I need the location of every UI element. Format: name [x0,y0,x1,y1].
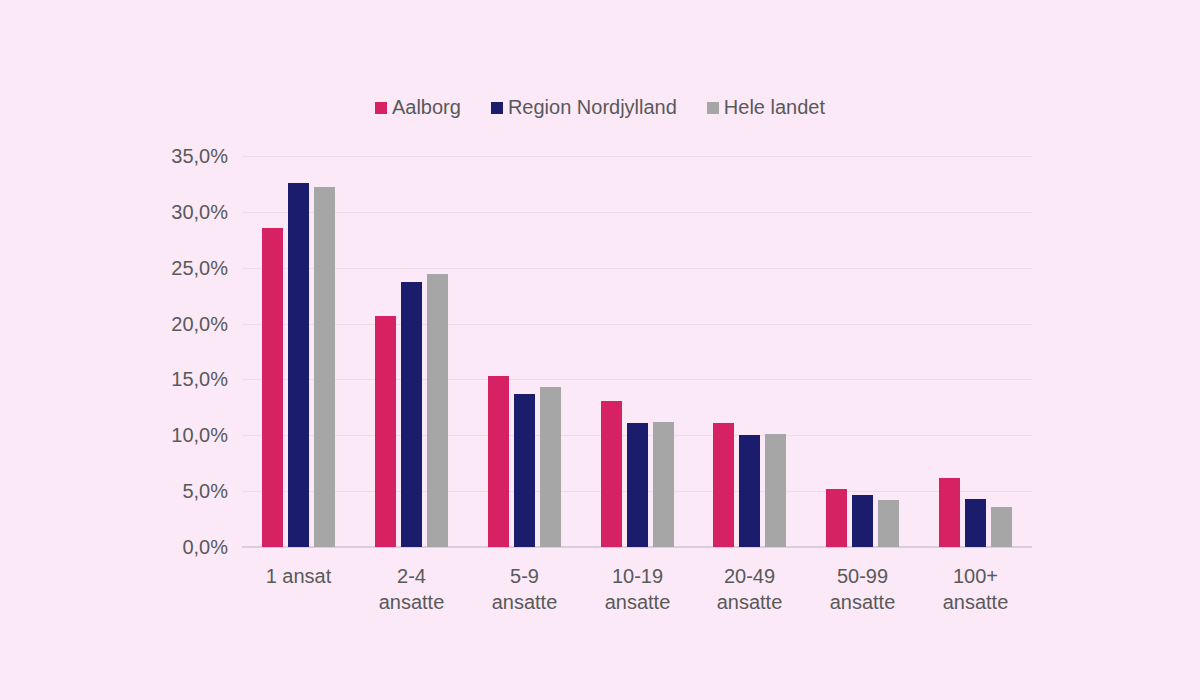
bar-region-nordjylland [739,435,760,547]
x-tick-label: 10-19ansatte [581,563,694,615]
bar-region-nordjylland [288,183,309,547]
x-tick-label-line: 10-19 [581,563,694,589]
bar-hele-landet [653,422,674,547]
x-tick-label-line: ansatte [806,589,919,615]
bar-region-nordjylland [514,394,535,547]
bar-aalborg [713,423,734,547]
bar-hele-landet [314,187,335,547]
bar-group [242,156,355,547]
x-tick-label: 20-49ansatte [693,563,806,615]
bar-hele-landet [991,507,1012,547]
bar-region-nordjylland [965,499,986,547]
x-tick-label: 50-99ansatte [806,563,919,615]
plot-area [242,156,1032,547]
legend-item-aalborg: Aalborg [375,96,461,119]
bar-aalborg [488,376,509,547]
y-tick-label: 20,0% [138,314,228,334]
bar-group [468,156,581,547]
y-tick-label: 0,0% [138,537,228,557]
x-tick-label-line: ansatte [355,589,468,615]
bar-aalborg [262,228,283,548]
legend-swatch-icon [375,102,387,114]
bar-aalborg [826,489,847,547]
x-tick-label: 1 ansat [242,563,355,589]
x-tick-label-line: ansatte [919,589,1032,615]
chart-legend: Aalborg Region Nordjylland Hele landet [0,96,1200,119]
y-tick-label: 30,0% [138,202,228,222]
bar-region-nordjylland [627,423,648,547]
y-tick-label: 35,0% [138,146,228,166]
x-tick-label-line: 2-4 [355,563,468,589]
x-tick-label: 2-4ansatte [355,563,468,615]
bar-region-nordjylland [401,282,422,547]
bar-group [355,156,468,547]
legend-item-region-nordjylland: Region Nordjylland [491,96,677,119]
bar-hele-landet [765,434,786,547]
bar-aalborg [601,401,622,547]
bar-hele-landet [427,274,448,547]
bar-aalborg [375,316,396,547]
bar-aalborg [939,478,960,547]
legend-label: Hele landet [724,96,825,119]
x-tick-label-line: 1 ansat [242,563,355,589]
x-tick-label-line: 50-99 [806,563,919,589]
bar-group [919,156,1032,547]
bar-hele-landet [878,500,899,547]
x-tick-label-line: 20-49 [693,563,806,589]
bar-group [693,156,806,547]
x-tick-label-line: 100+ [919,563,1032,589]
x-tick-label-line: 5-9 [468,563,581,589]
bar-group [806,156,919,547]
y-tick-label: 15,0% [138,369,228,389]
legend-label: Region Nordjylland [508,96,677,119]
bar-region-nordjylland [852,495,873,548]
bar-group [581,156,694,547]
legend-label: Aalborg [392,96,461,119]
x-tick-label-line: ansatte [693,589,806,615]
bar-hele-landet [540,387,561,547]
legend-swatch-icon [707,102,719,114]
legend-item-hele-landet: Hele landet [707,96,825,119]
y-tick-label: 10,0% [138,425,228,445]
y-tick-label: 5,0% [138,481,228,501]
x-tick-label-line: ansatte [468,589,581,615]
x-tick-label-line: ansatte [581,589,694,615]
y-tick-label: 25,0% [138,258,228,278]
bar-chart: Aalborg Region Nordjylland Hele landet 0,0… [0,0,1200,700]
legend-swatch-icon [491,102,503,114]
x-tick-label: 100+ansatte [919,563,1032,615]
x-tick-label: 5-9ansatte [468,563,581,615]
